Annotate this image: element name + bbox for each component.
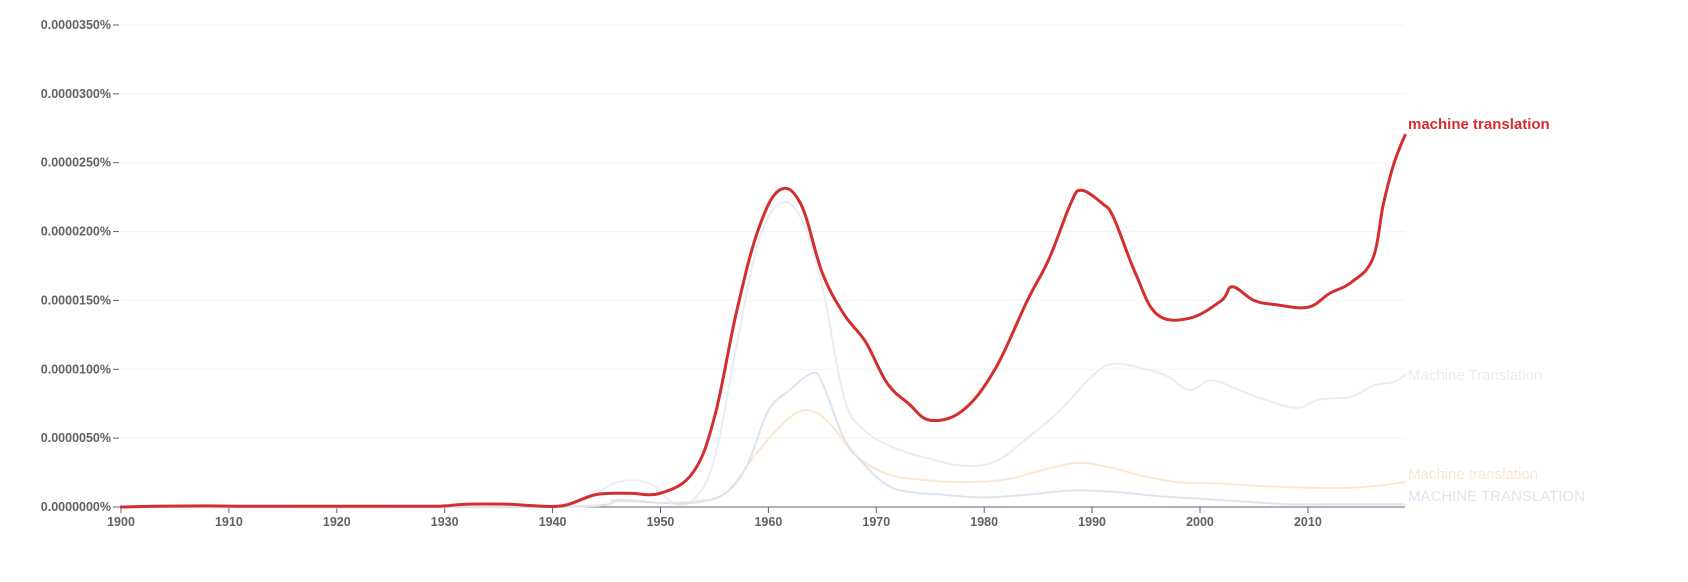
- series-labels: machine translation Machine Translation Ma…: [1408, 116, 1585, 505]
- y-tick-label: 0.0000350%: [41, 18, 111, 32]
- series-label-3[interactable]: machine translation: [1408, 116, 1550, 133]
- x-tick-label: 1960: [754, 515, 782, 529]
- x-tick-label: 1990: [1078, 515, 1106, 529]
- x-tick-label: 2000: [1186, 515, 1214, 529]
- x-tick-label: 1920: [323, 515, 351, 529]
- x-tick-label: 1910: [215, 515, 243, 529]
- y-tick-label: 0.0000200%: [41, 225, 111, 239]
- series-line-0[interactable]: [120, 200, 1406, 509]
- x-tick-label: 1940: [539, 515, 567, 529]
- x-tick-label: 1900: [107, 515, 135, 529]
- x-tick-label: 1970: [862, 515, 890, 529]
- grid: [121, 24, 1405, 508]
- x-tick-label: 1980: [970, 515, 998, 529]
- series-label-2[interactable]: MACHINE TRANSLATION: [1408, 488, 1585, 505]
- x-tick-label: 1930: [431, 515, 459, 529]
- x-axis: 1900 1910 1920 1930 1940 1950 1960 1970 1980 1990…: [107, 506, 1405, 529]
- series-label-1[interactable]: Machine translation: [1408, 466, 1538, 483]
- series-line-3[interactable]: [119, 133, 1407, 509]
- series-lines: [119, 133, 1407, 509]
- y-tick-label: 0.0000250%: [41, 156, 111, 170]
- y-tick-label: 0.0000100%: [41, 362, 111, 376]
- x-tick-label: 1950: [647, 515, 675, 529]
- y-axis: 0.0000000% 0.0000050% 0.0000100% 0.0000150%…: [41, 18, 119, 514]
- series-label-0[interactable]: Machine Translation: [1408, 367, 1542, 384]
- x-tick-label: 2010: [1294, 515, 1322, 529]
- y-tick-label: 0.0000150%: [41, 293, 111, 307]
- y-tick-label: 0.0000000%: [41, 500, 111, 514]
- y-tick-label: 0.0000300%: [41, 87, 111, 101]
- series-line-2[interactable]: [120, 371, 1406, 509]
- y-tick-label: 0.0000050%: [41, 431, 111, 445]
